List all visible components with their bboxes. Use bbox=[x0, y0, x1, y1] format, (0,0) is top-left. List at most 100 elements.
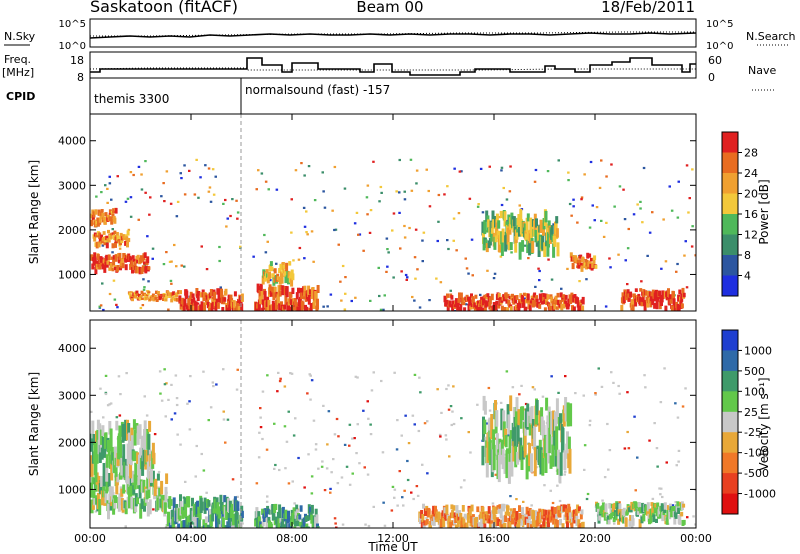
power-pixel bbox=[552, 223, 555, 226]
velocity-band-6 bbox=[628, 519, 632, 527]
velocity-band-1 bbox=[105, 461, 109, 482]
power-band-8 bbox=[535, 218, 538, 228]
power-pixel bbox=[303, 225, 307, 228]
power-pixel bbox=[108, 292, 112, 296]
power-band-5 bbox=[257, 299, 261, 311]
power-band-10 bbox=[622, 295, 626, 304]
velocity-pixel bbox=[102, 416, 105, 419]
power-pixel bbox=[399, 247, 402, 250]
velocity-pixel bbox=[675, 464, 678, 467]
power-band-7 bbox=[522, 299, 526, 308]
power-pixel bbox=[392, 276, 395, 279]
velocity-pixel bbox=[255, 482, 259, 485]
velocity-band-4 bbox=[578, 506, 581, 512]
velocity-band-4 bbox=[511, 514, 514, 525]
colorbar-tick-label: 25 bbox=[744, 406, 758, 419]
power-pixel bbox=[476, 205, 480, 208]
power-pixel bbox=[322, 305, 325, 308]
velocity-pixel bbox=[617, 384, 620, 388]
colorbar-swatch bbox=[722, 173, 738, 194]
velocity-pixel bbox=[158, 370, 162, 373]
power-pixel bbox=[538, 269, 541, 273]
velocity-pixel bbox=[485, 422, 489, 425]
power-band-2 bbox=[105, 242, 109, 249]
power-band-8 bbox=[487, 219, 491, 228]
velocity-band-2 bbox=[203, 497, 207, 514]
velocity-band-4 bbox=[501, 515, 505, 525]
velocity-pixel bbox=[224, 441, 227, 444]
velocity-pixel bbox=[104, 392, 108, 396]
velocity-pixel bbox=[117, 375, 121, 378]
velocity-pixel bbox=[200, 452, 203, 456]
velocity-pixel bbox=[157, 470, 161, 474]
colorbar-tick-label: -1000 bbox=[744, 488, 776, 501]
power-pixel bbox=[353, 222, 357, 225]
velocity-band-4 bbox=[497, 507, 501, 514]
velocity-band-3 bbox=[264, 508, 268, 518]
power-pixel bbox=[269, 279, 272, 282]
velocity-pixel bbox=[606, 422, 609, 426]
power-band-4 bbox=[185, 290, 189, 299]
velocity-pixel bbox=[292, 434, 296, 437]
power-band-5 bbox=[307, 285, 311, 297]
power-band-1 bbox=[100, 209, 104, 213]
velocity-band-4 bbox=[580, 509, 584, 515]
velocity-band-1 bbox=[91, 420, 95, 439]
power-pixel bbox=[595, 206, 599, 209]
power-pixel bbox=[626, 283, 629, 286]
power-band-4 bbox=[232, 300, 236, 308]
power-pixel bbox=[392, 212, 396, 215]
power-band-7 bbox=[581, 296, 585, 305]
power-pixel bbox=[439, 281, 443, 284]
velocity-pixel bbox=[294, 417, 297, 420]
power-band-7 bbox=[560, 303, 564, 311]
velocity-band-0 bbox=[116, 474, 120, 483]
power-band-8 bbox=[488, 238, 492, 246]
power-pixel bbox=[379, 185, 383, 189]
velocity-band-0 bbox=[104, 490, 108, 504]
colorbar-swatch bbox=[722, 193, 738, 215]
power-band-3 bbox=[140, 290, 144, 295]
power-band-10 bbox=[682, 292, 686, 298]
velocity-pixel bbox=[209, 406, 213, 409]
velocity-band-4 bbox=[581, 521, 585, 528]
velocity-band-5 bbox=[564, 403, 568, 422]
velocity-pixel bbox=[348, 423, 352, 426]
power-band-7 bbox=[506, 307, 509, 311]
power-band-5 bbox=[284, 292, 288, 305]
power-pixel bbox=[428, 299, 431, 302]
velocity-band-1 bbox=[132, 450, 136, 462]
power-pixel bbox=[130, 291, 133, 294]
power-pixel bbox=[398, 211, 401, 214]
velocity-pixel bbox=[235, 388, 239, 391]
power-pixel bbox=[452, 217, 456, 220]
colorbar-tick-label: -100 bbox=[744, 447, 769, 460]
power-pixel bbox=[566, 267, 569, 270]
velocity-band-3 bbox=[306, 515, 310, 521]
velocity-band-3 bbox=[281, 518, 285, 528]
power-pixel bbox=[113, 298, 117, 301]
velocity-band-1 bbox=[98, 444, 102, 463]
velocity-band-5 bbox=[515, 397, 519, 412]
power-pixel bbox=[162, 263, 166, 266]
velocity-pixel bbox=[656, 465, 659, 468]
power-pixel bbox=[377, 266, 380, 269]
power-band-5 bbox=[257, 285, 261, 294]
power-band-7 bbox=[531, 300, 535, 308]
velocity-data bbox=[90, 367, 696, 528]
velocity-band-5 bbox=[494, 400, 497, 419]
power-band-5 bbox=[297, 287, 300, 294]
velocity-band-4 bbox=[445, 504, 449, 515]
power-pixel bbox=[386, 248, 389, 251]
power-band-7 bbox=[542, 294, 545, 302]
velocity-pixel bbox=[284, 467, 287, 470]
velocity-pixel bbox=[202, 469, 206, 472]
velocity-pixel bbox=[188, 400, 191, 403]
power-band-10 bbox=[634, 288, 638, 292]
velocity-pixel bbox=[665, 461, 668, 464]
power-band-3 bbox=[170, 298, 174, 303]
power-band-10 bbox=[665, 294, 669, 301]
velocity-band-3 bbox=[309, 506, 312, 517]
velocity-band-3 bbox=[298, 521, 302, 527]
